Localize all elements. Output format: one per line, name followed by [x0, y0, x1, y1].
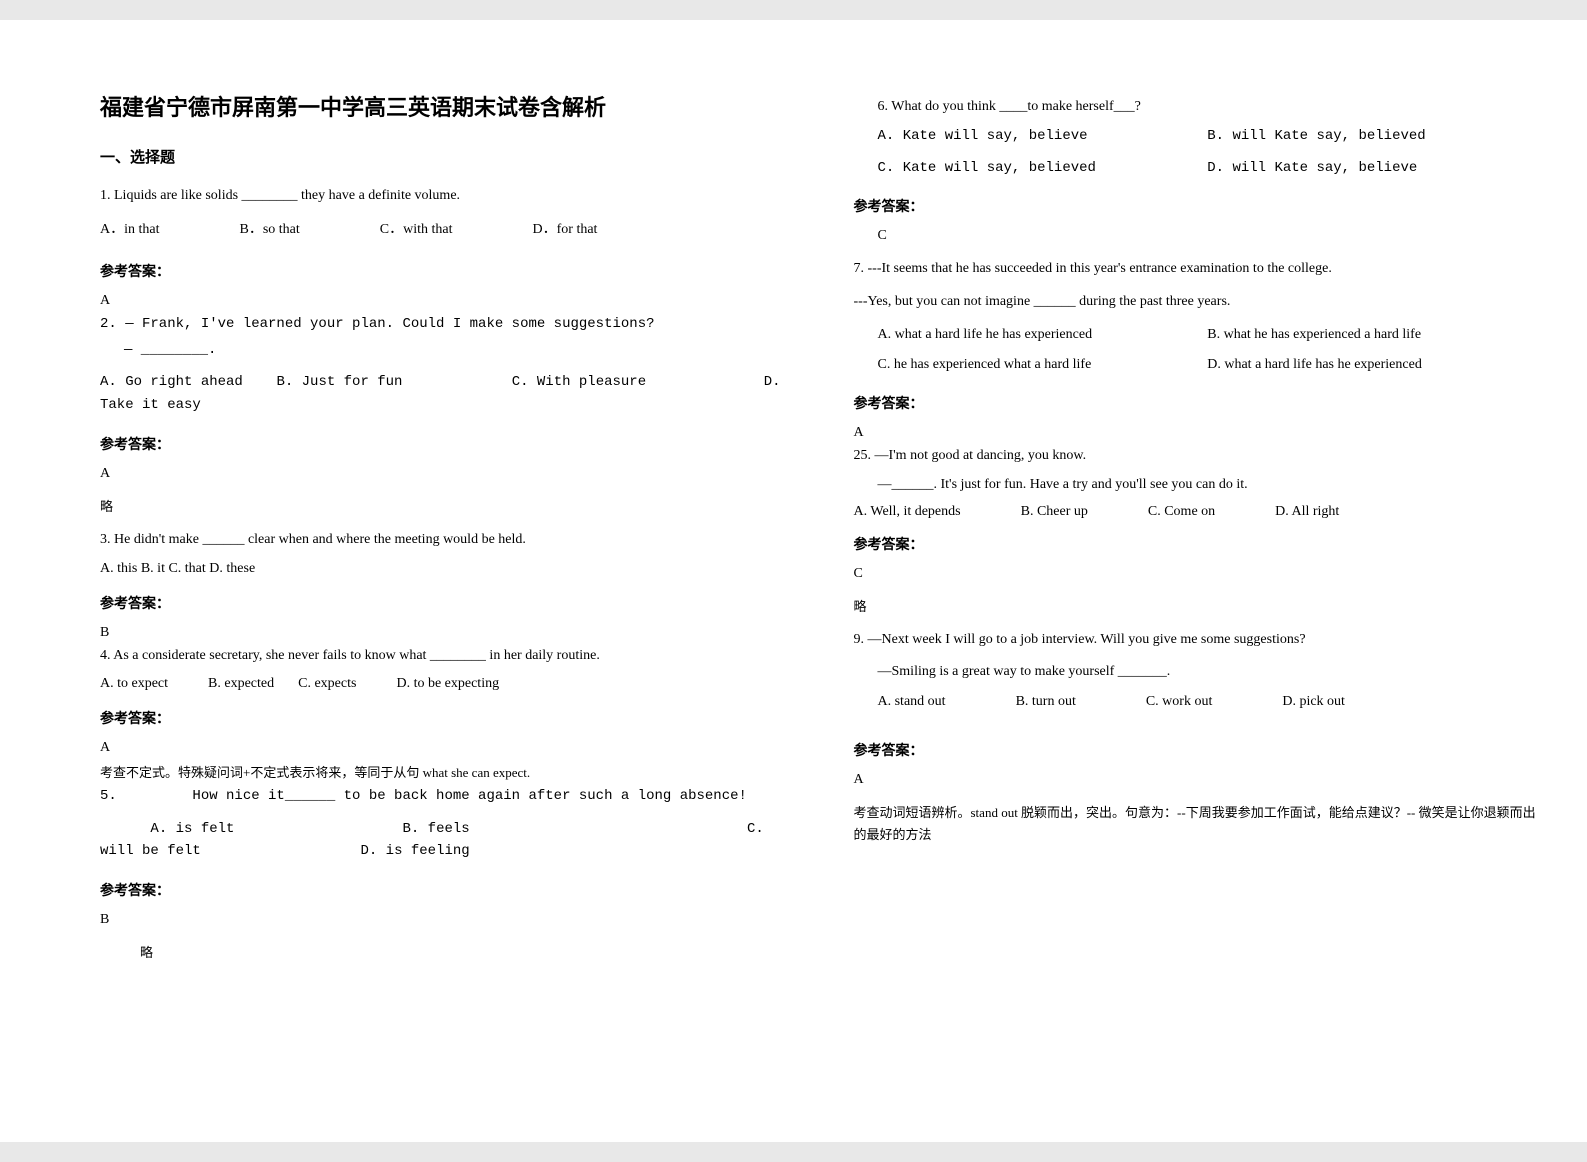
q3-text: 3. He didn't make ______ clear when and …	[100, 529, 784, 551]
q9-text: 9. —Next week I will go to a job intervi…	[854, 629, 1538, 651]
q7-opt-a: A. what a hard life he has experienced	[878, 327, 1208, 343]
q2-answer: A	[100, 466, 784, 482]
q6-opt-d: D. will Kate say, believe	[1207, 160, 1537, 176]
q1-options: A．in that B．so that C．with that D．for th…	[100, 217, 784, 242]
q6-opt-c: C. Kate will say, believed	[878, 160, 1208, 176]
q9-options: A. stand out B. turn out C. work out D. …	[854, 694, 1538, 710]
q2-opt-b: B. Just for fun	[276, 374, 402, 390]
q5-answer: B	[100, 912, 784, 928]
q5-note: 略	[100, 942, 784, 961]
q9-text2: —Smiling is a great way to make yourself…	[854, 661, 1538, 683]
q7-answer-label: 参考答案：	[854, 393, 1538, 413]
q6-text: 6. What do you think ____to make herself…	[854, 96, 1538, 118]
right-column: 6. What do you think ____to make herself…	[854, 90, 1538, 1092]
q25-text: 25. —I'm not good at dancing, you know.	[854, 445, 1538, 467]
q9-answer: A	[854, 772, 1538, 788]
q6-answer-label: 参考答案：	[854, 196, 1538, 216]
q7-opt-b: B. what he has experienced a hard life	[1207, 327, 1537, 343]
q25-options: A. Well, it depends B. Cheer up C. Come …	[854, 504, 1538, 520]
q4-opt-d: D. to be expecting	[396, 671, 499, 696]
q7-opt-c: C. he has experienced what a hard life	[878, 357, 1208, 373]
q25-opt-c: C. Come on	[1148, 504, 1215, 520]
q3-answer-label: 参考答案：	[100, 593, 784, 613]
section-heading: 一、选择题	[100, 146, 784, 167]
q7-opt-d: D. what a hard life has he experienced	[1207, 357, 1537, 373]
q5-opt-b: B. feels	[402, 821, 469, 837]
q25-answer: C	[854, 566, 1538, 582]
q6-opt-a: A. Kate will say, believe	[878, 128, 1208, 144]
q9-answer-label: 参考答案：	[854, 740, 1538, 760]
page-title: 福建省宁德市屏南第一中学高三英语期末试卷含解析	[100, 90, 784, 122]
q2-text: 2. — Frank, I've learned your plan. Coul…	[100, 313, 784, 335]
q4-answer-label: 参考答案：	[100, 708, 784, 728]
q1-opt-b: B．so that	[240, 217, 300, 242]
q4-note: 考查不定式。特殊疑问词+不定式表示将来，等同于从句 what she can e…	[100, 762, 784, 781]
q25-answer-label: 参考答案：	[854, 534, 1538, 554]
q9-opt-a: A. stand out	[878, 694, 946, 710]
q1-answer-label: 参考答案：	[100, 261, 784, 281]
q9-note: 考查动词短语辨析。stand out 脱颖而出，突出。句意为：--下周我要参加工…	[854, 802, 1538, 846]
q9-opt-c: C. work out	[1146, 694, 1213, 710]
q3-options: A. this B. it C. that D. these	[100, 556, 784, 581]
q7-answer: A	[854, 425, 1538, 441]
q2-text2: — ________.	[100, 339, 784, 361]
q4-opt-b: B. expected	[208, 671, 274, 696]
q5-opt-d: D. is feeling	[360, 843, 469, 859]
q2-opt-c: C. With pleasure	[512, 374, 646, 390]
q25-note: 略	[854, 596, 1538, 615]
q1-opt-d: D．for that	[533, 217, 598, 242]
q25-opt-b: B. Cheer up	[1021, 504, 1088, 520]
left-column: 福建省宁德市屏南第一中学高三英语期末试卷含解析 一、选择题 1. Liquids…	[100, 90, 784, 1092]
q7-text: 7. ---It seems that he has succeeded in …	[854, 258, 1538, 280]
q2-note: 略	[100, 496, 784, 515]
q6-answer: C	[854, 228, 1538, 244]
q2-opt-a: A. Go right ahead	[100, 374, 243, 390]
q4-answer: A	[100, 740, 784, 756]
q25-opt-a: A. Well, it depends	[854, 504, 961, 520]
q4-opt-c: C. expects	[298, 671, 356, 696]
q6-opt-b: B. will Kate say, believed	[1207, 128, 1537, 144]
q9-opt-b: B. turn out	[1016, 694, 1076, 710]
q5-answer-label: 参考答案：	[100, 880, 784, 900]
q5-options: A. is felt B. feels C. will be felt D. i…	[100, 818, 784, 863]
q1-answer: A	[100, 293, 784, 309]
q25-text2: —______. It's just for fun. Have a try a…	[854, 474, 1538, 496]
q2-answer-label: 参考答案：	[100, 434, 784, 454]
q1-text: 1. Liquids are like solids ________ they…	[100, 185, 784, 207]
q4-options: A. to expect B. expected C. expects D. t…	[100, 671, 784, 696]
q6-options: A. Kate will say, believe B. will Kate s…	[854, 128, 1538, 176]
q9-opt-d: D. pick out	[1282, 694, 1345, 710]
q4-text: 4. As a considerate secretary, she never…	[100, 645, 784, 667]
q7-text2: ---Yes, but you can not imagine ______ d…	[854, 291, 1538, 313]
q7-options: A. what a hard life he has experienced B…	[854, 327, 1538, 373]
q1-opt-a: A．in that	[100, 217, 160, 242]
exam-page: 福建省宁德市屏南第一中学高三英语期末试卷含解析 一、选择题 1. Liquids…	[0, 20, 1587, 1142]
q25-opt-d: D. All right	[1275, 504, 1339, 520]
q4-opt-a: A. to expect	[100, 671, 168, 696]
q3-answer: B	[100, 625, 784, 641]
q5-opt-a: A. is felt	[150, 821, 234, 837]
q2-options: A. Go right ahead B. Just for fun C. Wit…	[100, 371, 784, 416]
q1-opt-c: C．with that	[380, 217, 453, 242]
q5-text: 5. How nice it______ to be back home aga…	[100, 785, 784, 807]
